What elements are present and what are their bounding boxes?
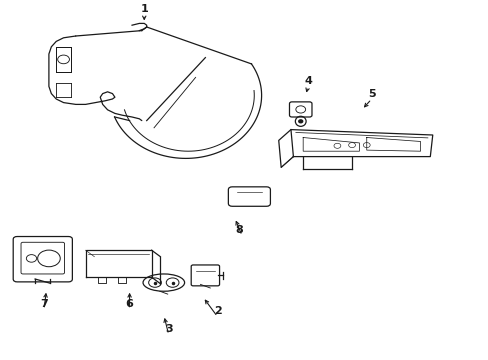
Text: 7: 7 <box>40 299 48 309</box>
Text: 3: 3 <box>164 324 172 334</box>
Text: 5: 5 <box>367 89 375 99</box>
Circle shape <box>298 120 302 123</box>
Text: 2: 2 <box>213 306 221 316</box>
Text: 8: 8 <box>235 225 243 235</box>
Text: 6: 6 <box>125 299 133 309</box>
Text: 1: 1 <box>140 4 148 14</box>
Text: 4: 4 <box>304 76 311 86</box>
